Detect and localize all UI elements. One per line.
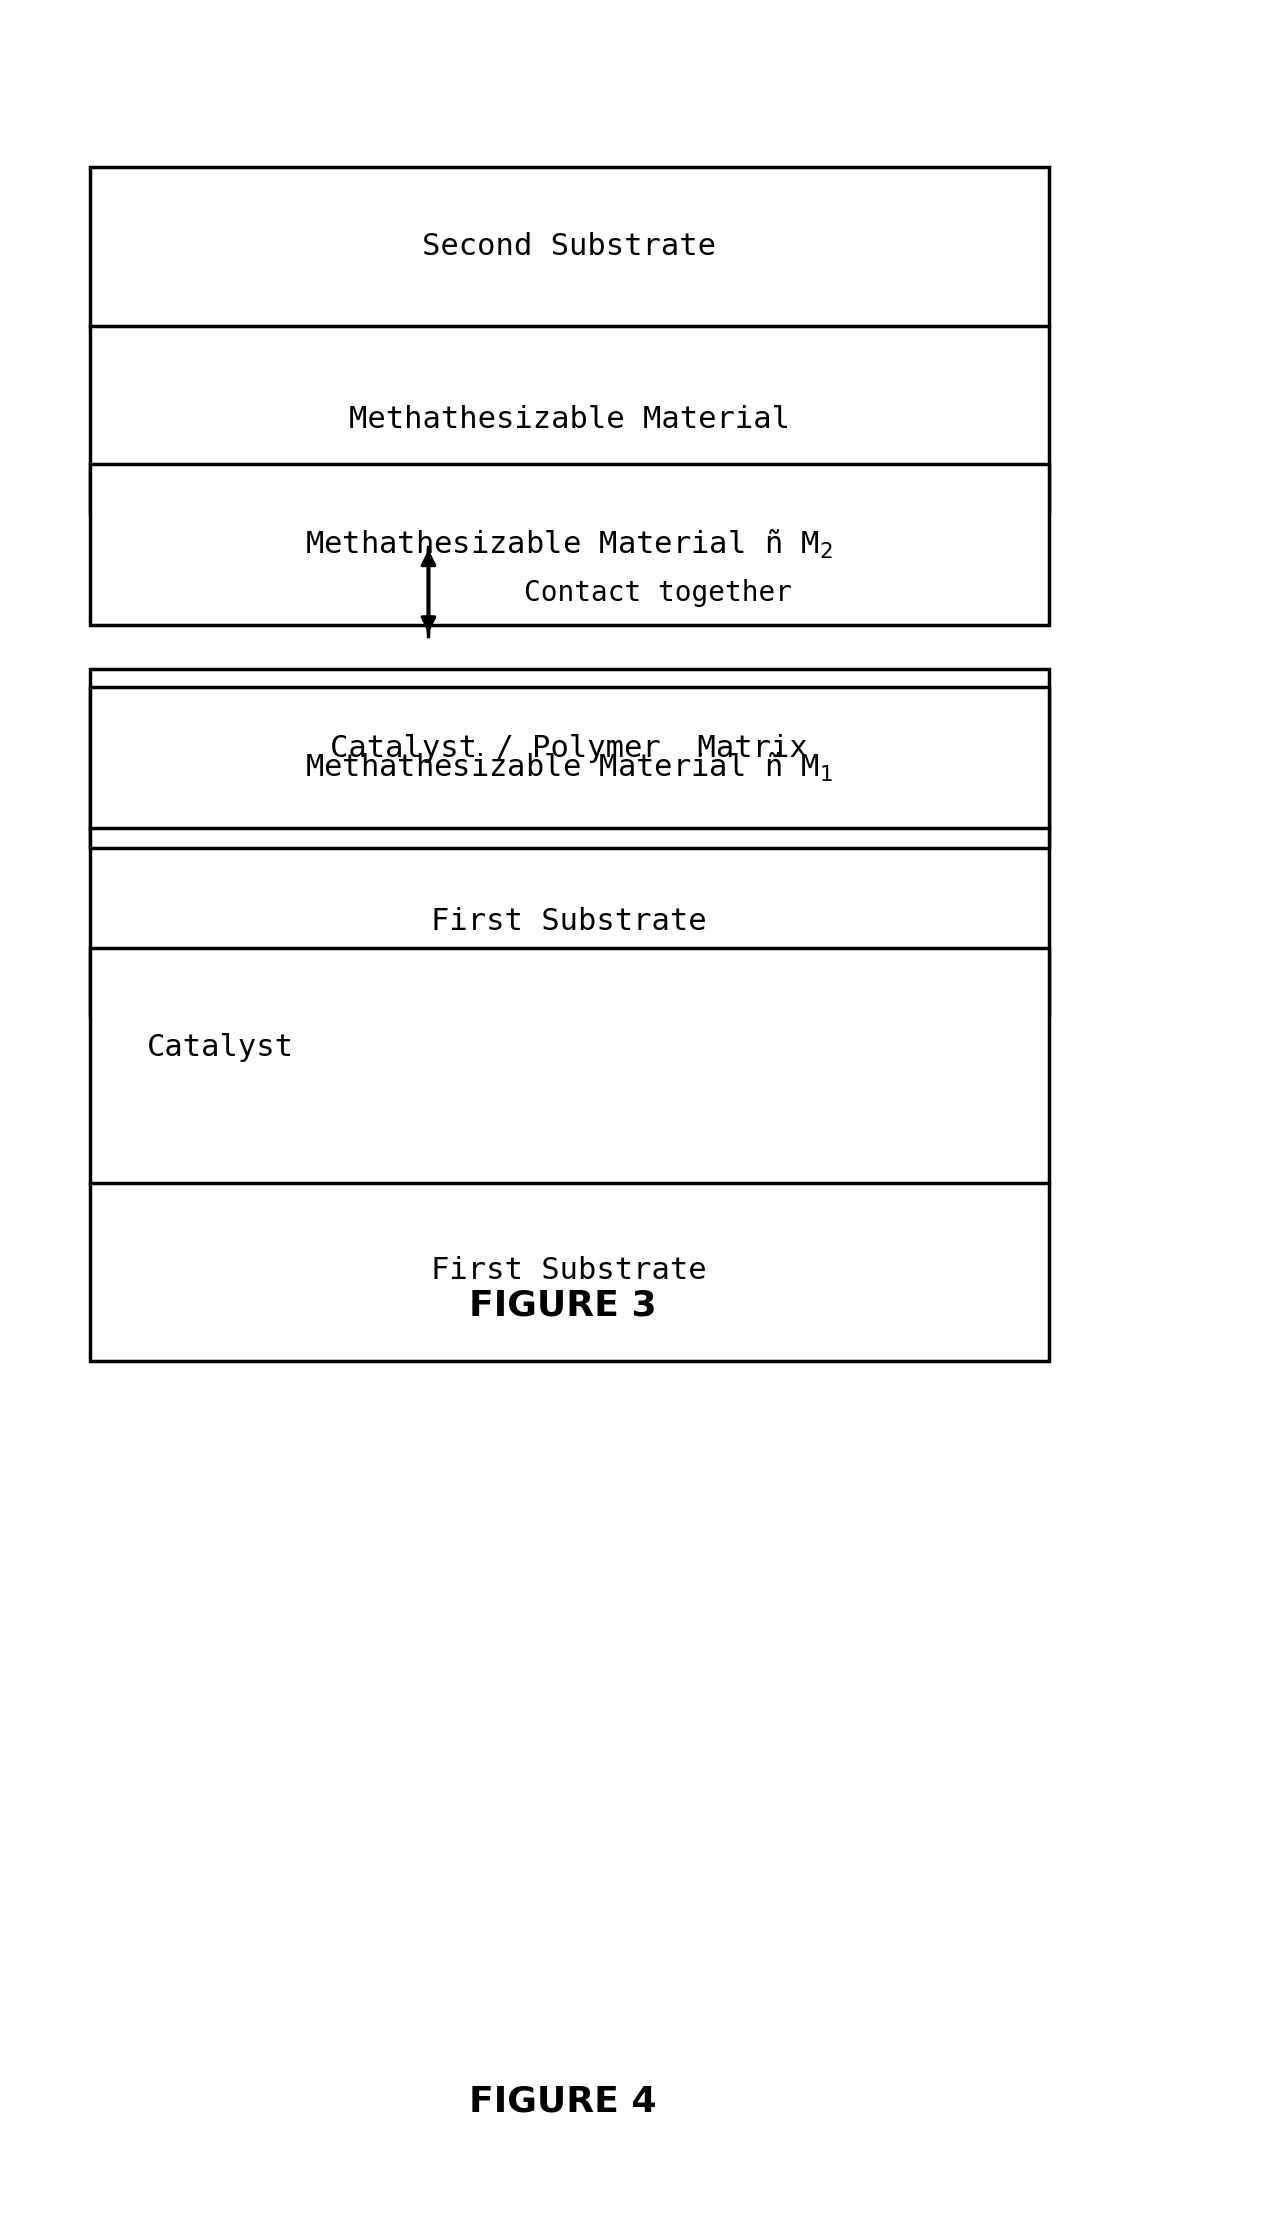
Bar xyxy=(90,464,1049,625)
Text: Methathesizable Material ñ M$_1$: Methathesizable Material ñ M$_1$ xyxy=(306,752,833,783)
Text: Second Substrate: Second Substrate xyxy=(422,232,716,261)
Text: Catalyst / Polymer  Matrix: Catalyst / Polymer Matrix xyxy=(330,734,808,763)
Text: FIGURE 3: FIGURE 3 xyxy=(469,1287,656,1323)
Text: Methathesizable Material: Methathesizable Material xyxy=(349,406,789,435)
Text: FIGURE 4: FIGURE 4 xyxy=(469,2084,656,2119)
Bar xyxy=(90,687,1049,848)
Text: Methathesizable Material ñ M$_2$: Methathesizable Material ñ M$_2$ xyxy=(306,529,833,560)
Text: First Substrate: First Substrate xyxy=(431,1256,707,1285)
Text: First Substrate: First Substrate xyxy=(431,908,707,937)
Bar xyxy=(90,167,1049,513)
Text: Contact together: Contact together xyxy=(524,580,793,607)
Bar xyxy=(90,669,1049,1015)
Text: Catalyst: Catalyst xyxy=(147,1033,294,1062)
Bar xyxy=(90,948,1049,1361)
